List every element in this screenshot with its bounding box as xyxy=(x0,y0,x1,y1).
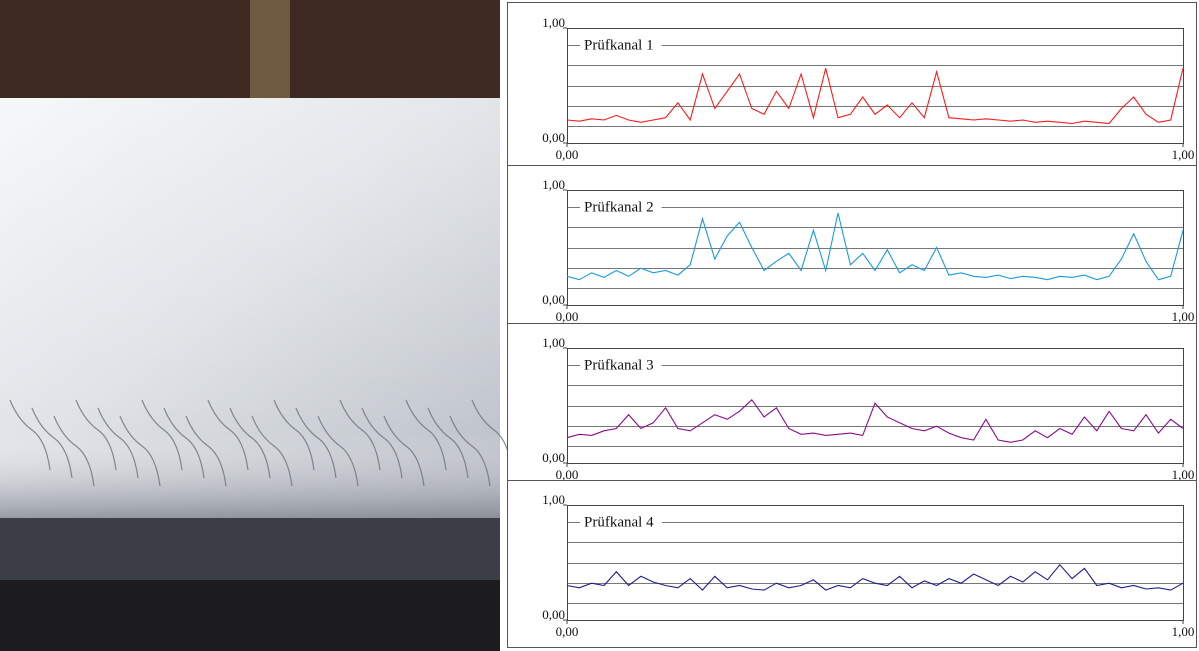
crack xyxy=(141,399,183,471)
charts: 0,00 1,00 0,00 1,00 Prüfkanal 1 0,00 1,00 0,00 1… xyxy=(508,15,1196,639)
data-line xyxy=(566,68,1184,125)
y-tick-label: 1,00 xyxy=(542,15,565,30)
crack xyxy=(53,415,95,487)
y-tick-label: 0,00 xyxy=(542,450,565,465)
x-tick-label: 0,00 xyxy=(556,624,579,639)
plot-frame xyxy=(567,505,1184,621)
y-tick-label: 0,00 xyxy=(542,292,565,307)
photo xyxy=(0,0,513,651)
chart-panel xyxy=(507,2,1197,648)
x-tick-label: 1,00 xyxy=(1172,309,1195,324)
crack xyxy=(251,415,293,487)
x-tick-label: 0,00 xyxy=(556,147,579,162)
crack xyxy=(31,407,73,479)
chart-title: Prüfkanal 1 xyxy=(584,37,654,53)
y-tick-label: 0,00 xyxy=(542,130,565,145)
crack xyxy=(361,407,403,479)
crack xyxy=(273,399,315,471)
x-tick-label: 1,00 xyxy=(1172,467,1195,482)
crack xyxy=(427,407,469,479)
chart-title-background xyxy=(580,37,662,54)
crack xyxy=(9,399,51,471)
y-tick-label: 1,00 xyxy=(542,177,565,192)
chart-title-background xyxy=(580,199,662,216)
crack xyxy=(75,399,117,471)
y-tick-label: 1,00 xyxy=(542,492,565,507)
data-line xyxy=(566,398,1184,443)
crack xyxy=(295,407,337,479)
x-tick-label: 1,00 xyxy=(1172,624,1195,639)
y-tick-label: 1,00 xyxy=(542,335,565,350)
crack xyxy=(163,407,205,479)
y-tick-label: 0,00 xyxy=(542,607,565,622)
crack xyxy=(229,407,271,479)
photo-wall-detail xyxy=(250,0,290,98)
crack xyxy=(317,415,359,487)
chart-title: Prüfkanal 4 xyxy=(584,514,654,530)
pipe-shade xyxy=(0,98,500,518)
chart-title: Prüfkanal 2 xyxy=(584,199,654,215)
crack xyxy=(339,399,381,471)
x-tick-label: 0,00 xyxy=(556,309,579,324)
crack xyxy=(185,415,227,487)
chart-title-background xyxy=(580,514,663,531)
crack xyxy=(119,415,161,487)
crack xyxy=(97,407,139,479)
cracks xyxy=(9,399,513,487)
plot-frame xyxy=(567,28,1184,144)
crack xyxy=(383,415,425,487)
chart-title-background xyxy=(580,357,662,374)
crack xyxy=(405,399,447,471)
crack xyxy=(449,415,491,487)
chart-title: Prüfkanal 3 xyxy=(584,357,654,373)
pipe-underside xyxy=(0,518,500,580)
crack xyxy=(207,399,249,471)
x-tick-label: 1,00 xyxy=(1172,147,1195,162)
data-line xyxy=(566,212,1184,281)
plot-frame xyxy=(567,348,1184,464)
plot-frame xyxy=(567,190,1184,306)
data-line xyxy=(566,563,1184,591)
x-tick-label: 0,00 xyxy=(556,467,579,482)
